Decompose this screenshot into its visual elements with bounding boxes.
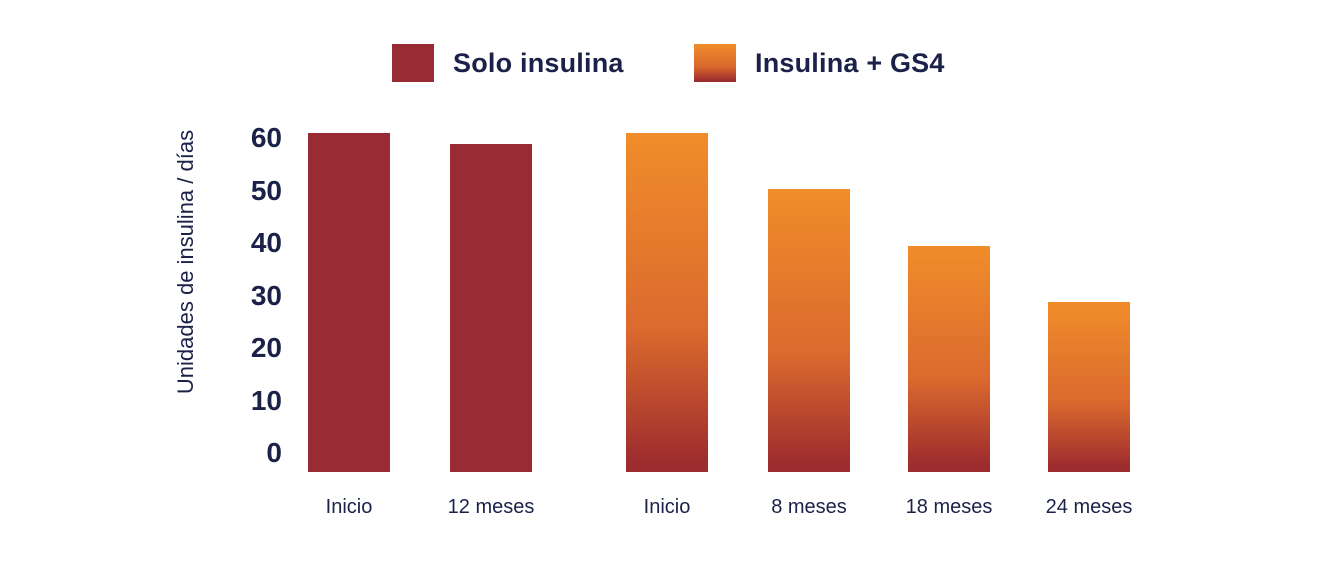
legend-item-insulina-gs4: Insulina + GS4 <box>694 44 945 82</box>
bar-insulina-gs4-8-meses <box>768 189 850 472</box>
y-tick-label-20: 20 <box>250 332 282 363</box>
y-tick-label-0: 0 <box>266 437 282 468</box>
x-axis-label-insulina-gs4-24-meses: 24 meses <box>1045 496 1133 518</box>
bar-solo-insulina-inicio <box>308 133 390 472</box>
legend-swatch-solo-insulina <box>392 44 434 82</box>
x-axis-label-insulina-gs4-inicio: Inicio <box>643 496 691 518</box>
legend-item-solo-insulina: Solo insulina <box>392 44 624 82</box>
legend-label-solo-insulina: Solo insulina <box>453 47 624 78</box>
y-tick-label-50: 50 <box>250 174 282 206</box>
legend-label-insulina-gs4: Insulina + GS4 <box>755 47 945 78</box>
y-tick-label-60: 60 <box>250 122 282 153</box>
bar-insulina-gs4-inicio <box>626 133 708 472</box>
bar-solo-insulina-12-meses <box>450 144 532 472</box>
legend-swatch-insulina-gs4 <box>694 44 736 82</box>
plot-area: Inicio 12 meses Inicio 8 meses 18 meses 24 me… <box>308 133 1132 518</box>
bar-insulina-gs4-18-meses <box>908 246 990 472</box>
x-axis-label-insulina-gs4-18-meses: 18 meses <box>905 496 993 518</box>
y-tick-label-30: 30 <box>250 279 282 311</box>
y-tick-label-10: 10 <box>250 384 282 416</box>
y-tick-label-40: 40 <box>250 227 282 258</box>
x-axis-label-solo-insulina-12-meses: 12 meses <box>447 496 535 518</box>
x-axis-label-solo-insulina-inicio: Inicio <box>325 496 373 518</box>
bar-insulina-gs4-24-meses <box>1048 302 1130 472</box>
x-axis-label-insulina-gs4-8-meses: 8 meses <box>771 496 847 518</box>
